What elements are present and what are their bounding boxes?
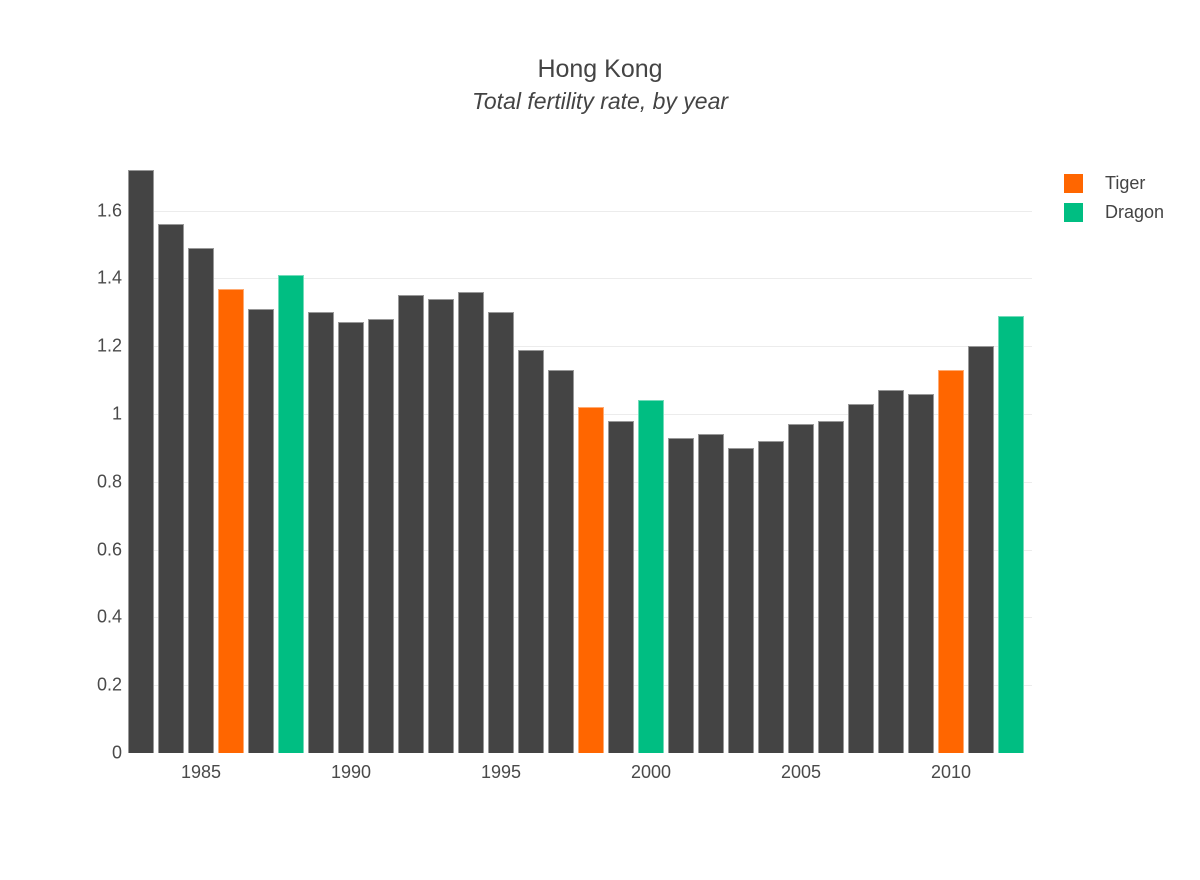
dragon-swatch-icon — [1064, 203, 1083, 222]
bar-1983 — [128, 169, 154, 753]
bar-1991 — [368, 319, 394, 753]
chart-title: Hong Kong — [537, 55, 663, 83]
y-tick-label-1.2: 1.2 — [96, 335, 122, 356]
bar-1996 — [518, 349, 544, 753]
x-tick-label-2000: 2000 — [630, 762, 672, 782]
x-tick-label-1995: 1995 — [480, 762, 522, 782]
bar-2008 — [878, 390, 904, 753]
bar-2011 — [968, 346, 994, 753]
bar-1995 — [488, 312, 514, 753]
y-tick-label-1: 1 — [111, 403, 122, 424]
bar-1984 — [158, 224, 184, 753]
y-tick-label-1.4: 1.4 — [96, 267, 122, 288]
bar-2005 — [788, 424, 814, 753]
x-tick-label-2010: 2010 — [930, 762, 972, 782]
legend: Tiger Dragon — [1064, 174, 1164, 232]
bar-1998 — [578, 407, 604, 753]
legend-item-dragon: Dragon — [1064, 203, 1164, 222]
bar-2003 — [728, 447, 754, 753]
bar-1988 — [278, 275, 304, 753]
bar-2004 — [758, 441, 784, 753]
bar-1986 — [218, 288, 244, 753]
gridline-y-1.4 — [128, 278, 1032, 280]
tiger-swatch-icon — [1064, 174, 1083, 193]
bar-1999 — [608, 420, 634, 753]
bar-2006 — [818, 420, 844, 753]
gridline-y-1.6 — [128, 210, 1032, 212]
bar-1994 — [458, 291, 484, 753]
gridline-y-1.2 — [128, 346, 1032, 348]
y-tick-label-0.8: 0.8 — [96, 471, 122, 492]
bar-1993 — [428, 298, 454, 753]
bar-2002 — [698, 434, 724, 753]
y-tick-label-0.4: 0.4 — [96, 606, 122, 627]
bar-2001 — [668, 437, 694, 753]
legend-label-dragon: Dragon — [1105, 202, 1165, 222]
chart-header: Hong Kong Total fertility rate, by year — [0, 55, 1200, 115]
bar-1990 — [338, 322, 364, 753]
y-tick-label-0.6: 0.6 — [96, 539, 122, 560]
bar-2007 — [848, 403, 874, 753]
y-tick-label-0.2: 0.2 — [96, 674, 122, 695]
bar-2012 — [998, 315, 1024, 753]
y-tick-label-1.6: 1.6 — [96, 200, 122, 221]
bar-2010 — [938, 369, 964, 753]
chart-subtitle: Total fertility rate, by year — [471, 88, 729, 114]
legend-item-tiger: Tiger — [1064, 174, 1164, 193]
y-tick-label-0: 0 — [111, 742, 122, 763]
bar-2000 — [638, 400, 664, 753]
bar-1987 — [248, 308, 274, 753]
bar-2009 — [908, 393, 934, 753]
x-tick-label-1990: 1990 — [330, 762, 372, 782]
x-tick-label-2005: 2005 — [780, 762, 822, 782]
x-tick-label-1985: 1985 — [180, 762, 222, 782]
bar-1997 — [548, 369, 574, 753]
bar-1985 — [188, 247, 214, 753]
bar-1989 — [308, 312, 334, 753]
bar-1992 — [398, 295, 424, 753]
legend-label-tiger: Tiger — [1105, 173, 1146, 193]
